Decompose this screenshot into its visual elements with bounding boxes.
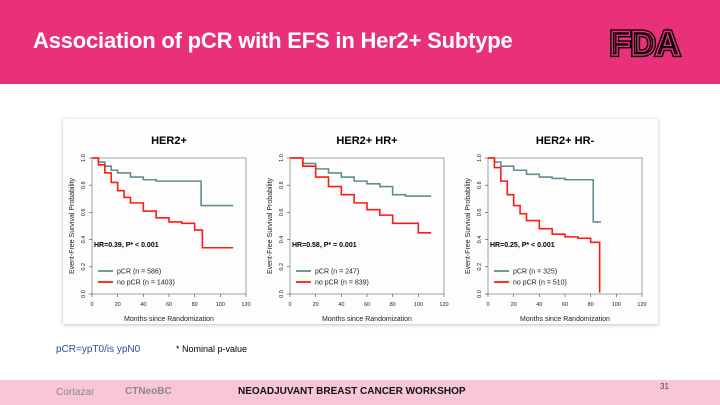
chart1-series-no-pcr-line [92,157,234,249]
chart2-y-tick-label: 0.0 [279,290,285,298]
chart3-x-tick-label: 0 [486,302,489,308]
chart1-y-tick-label: 1.0 [81,154,87,162]
chart3-x-tick-label: 80 [588,302,594,308]
km-chart-panel: HER2+ 0 20 40 60 80 100 120 0.0 0.2 0.4 0.6 0.8 1.0 Mo… [63,119,658,324]
chart2-series-pcr-line [290,157,432,197]
chart2-x-tick-label: 40 [338,302,344,308]
chart3-y-tick-label: 0.2 [477,263,483,271]
chart2-y-tick-label: 0.8 [279,181,285,189]
chart3-series-pcr-line [488,157,601,223]
chart3-y-tick-label: 1.0 [477,154,483,162]
chart1-y-tick-label: 0.2 [81,263,87,271]
chart3-y-tick-label: 0.8 [477,181,483,189]
pcr-definition: pCR=ypT0/is ypN0 [56,344,141,355]
chart3-series-no-pcr-line [488,157,601,293]
slide-title: Association of pCR with EFS in Her2+ Sub… [33,28,513,53]
chart2-x-tick-label: 0 [288,302,291,308]
chart1-series-pcr-line [92,157,234,207]
chart2-series-no-pcr-line [290,157,432,234]
chart3-title: HER2+ HR- [536,135,595,147]
chart1-x-tick-label: 120 [241,302,250,308]
fda-logo-icon: FDA FDA [595,22,695,62]
chart3-y-tick-label: 0.0 [477,290,483,298]
chart2-hr-annotation: HR=0.58, P* = 0.001 [292,242,357,249]
chart1-y-tick-label: 0.6 [81,209,87,217]
chart3-y-axis-label: Event-Free Survival Probability [465,177,472,274]
chart3-x-tick-label: 100 [612,302,621,308]
chart3-legend-label: pCR (n = 325) [513,269,557,276]
chart3-y-tick-label: 0.6 [477,209,483,217]
chart1-y-axis-label: Event-Free Survival Probability [69,177,76,274]
chart1-x-tick-label: 0 [90,302,93,308]
chart3-x-tick-label: 20 [511,302,517,308]
chart1-hr-annotation: HR=0.39, P* < 0.001 [94,242,159,249]
chart1-legend-label: pCR (n = 586) [117,269,161,276]
chart3-hr-annotation: HR=0.25, P* < 0.001 [490,242,555,249]
chart2-x-tick-label: 60 [364,302,370,308]
chart3-legend-label: no pCR (n = 510) [513,280,567,287]
footer-brand: CTNeoBC [125,386,172,397]
chart1-x-tick-label: 20 [115,302,121,308]
chart2-x-tick-label: 20 [313,302,319,308]
chart1-legend-label: no pCR (n = 1403) [117,280,175,287]
chart2-legend-label: pCR (n = 247) [315,269,359,276]
chart2-plot-frame [289,157,445,295]
chart2-y-axis-label: Event-Free Survival Probability [267,177,274,274]
chart2-x-axis-label: Months since Randomization [322,316,412,323]
page-number: 31 [660,382,669,391]
footer-event: NEOADJUVANT BREAST CANCER WORKSHOP [238,386,466,397]
chart3-x-tick-label: 40 [536,302,542,308]
chart1-x-tick-label: 100 [216,302,225,308]
chart1-y-tick-label: 0.4 [81,236,87,244]
km-charts: HER2+ 0 20 40 60 80 100 120 0.0 0.2 0.4 0.6 0.8 1.0 Mo… [69,135,647,323]
chart1-y-tick-label: 0.8 [81,181,87,189]
chart2-y-tick-label: 0.4 [279,236,285,244]
chart1-plot-frame [91,157,247,295]
fda-logo-text: FDA [610,25,680,62]
footer-author: Cortazar [56,387,95,398]
chart2-x-tick-label: 80 [390,302,396,308]
chart2-x-tick-label: 120 [439,302,448,308]
chart1-x-axis-label: Months since Randomization [124,316,214,323]
chart3-y-tick-label: 0.4 [477,236,483,244]
chart3-x-tick-label: 120 [637,302,646,308]
chart2-y-tick-label: 1.0 [279,154,285,162]
chart1-title: HER2+ [151,135,187,147]
chart3-x-axis-label: Months since Randomization [520,316,610,323]
fda-logo-inner: FDA [610,25,680,62]
chart1-x-tick-label: 40 [140,302,146,308]
p-value-footnote: * Nominal p-value [176,344,248,354]
chart3-x-tick-label: 60 [562,302,568,308]
chart2-y-tick-label: 0.2 [279,263,285,271]
chart2-title: HER2+ HR+ [336,135,397,147]
chart1-x-tick-label: 80 [192,302,198,308]
header-banner: Association of pCR with EFS in Her2+ Sub… [0,0,720,84]
chart2-legend-label: no pCR (n = 839) [315,280,369,287]
footer-bar: Cortazar CTNeoBC NEOADJUVANT BREAST CANC… [0,380,720,405]
chart2-y-tick-label: 0.6 [279,209,285,217]
chart1-y-tick-label: 0.0 [81,290,87,298]
chart2-x-tick-label: 100 [414,302,423,308]
chart1-x-tick-label: 60 [166,302,172,308]
